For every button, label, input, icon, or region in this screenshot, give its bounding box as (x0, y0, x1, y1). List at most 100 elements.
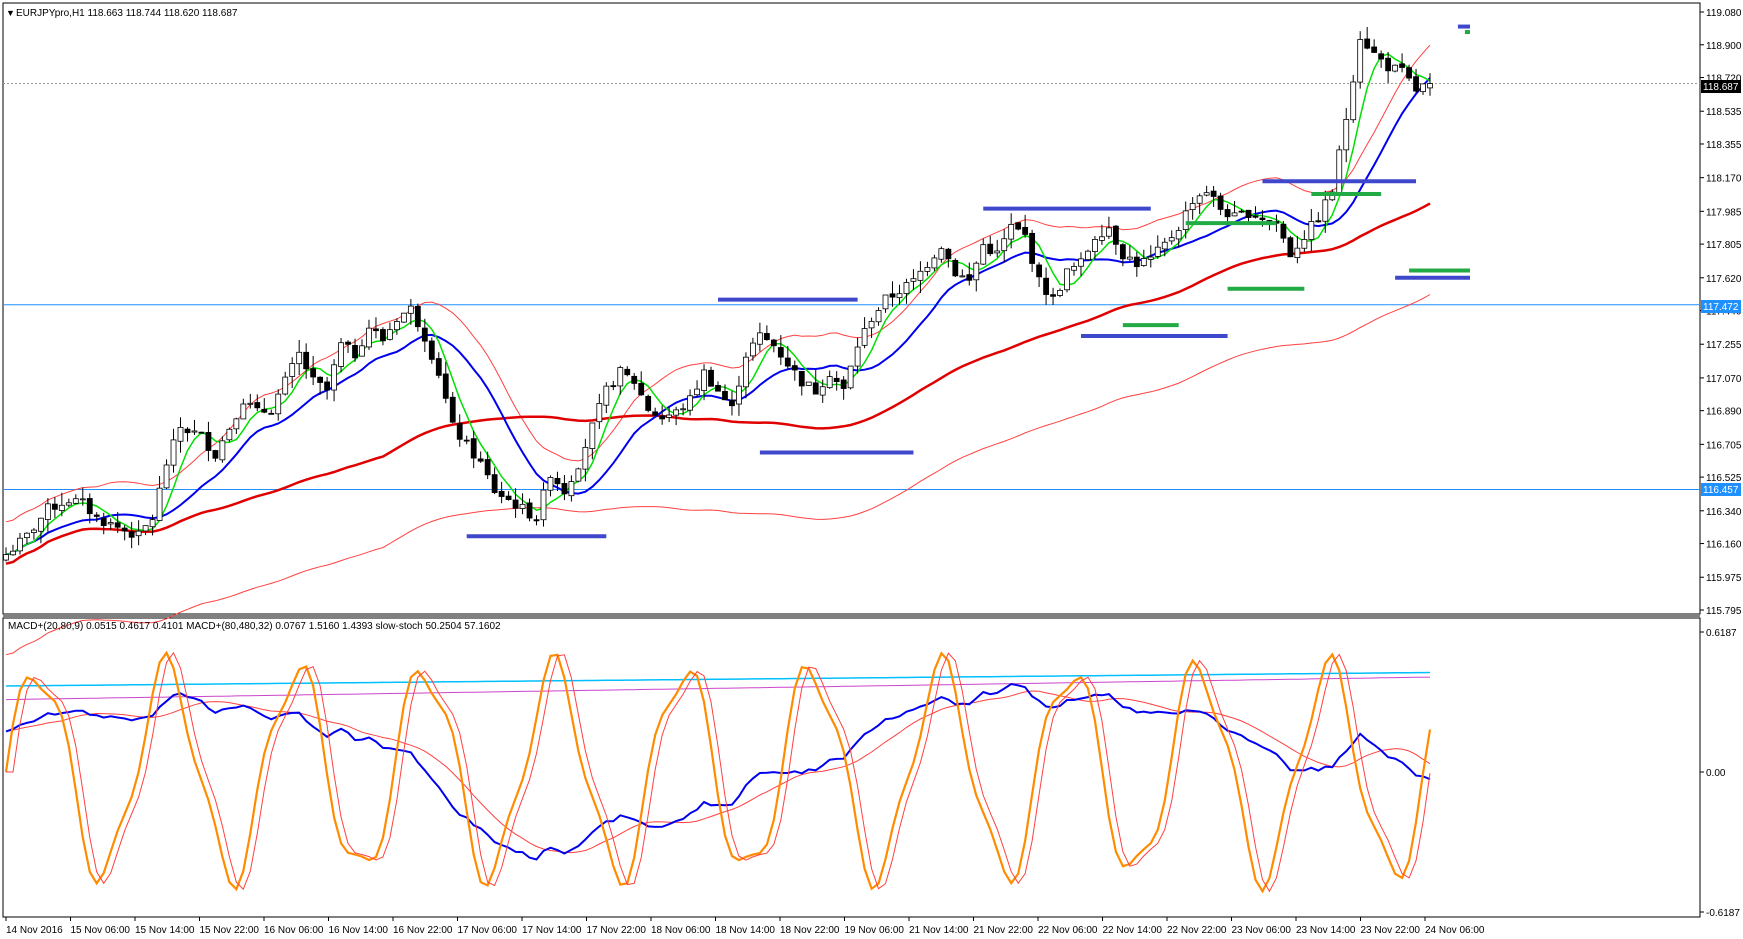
slow-ma-line (5, 202, 1431, 565)
candle-body (1378, 53, 1385, 60)
candle-body (756, 332, 763, 345)
indicator-panel[interactable] (2, 617, 1701, 918)
candle-body (296, 351, 303, 365)
candle-body (261, 408, 268, 413)
candle-body (282, 376, 289, 395)
candle-body (861, 328, 868, 346)
candle-body (498, 490, 505, 497)
candle-body (561, 483, 568, 495)
candle-body (1078, 258, 1084, 267)
candle-body (212, 450, 219, 459)
candle-body (233, 418, 240, 430)
support-resistance-lines[interactable] (466, 24, 1470, 539)
candle-body (79, 498, 86, 501)
candle-body (1336, 149, 1343, 194)
candle-body (1406, 67, 1412, 79)
indicator-tick-label: 0.00 (1706, 768, 1726, 779)
candle-body (1427, 83, 1433, 89)
candle-body (596, 403, 603, 423)
price-tick-label: 117.255 (1706, 340, 1742, 351)
candle-body (1008, 223, 1015, 240)
candle-body (380, 329, 386, 342)
price-panel[interactable] (2, 2, 1701, 615)
candle-body (1057, 289, 1063, 296)
candle-body (987, 243, 994, 255)
indicator-lines (4, 650, 1432, 894)
price-tick-label: 115.975 (1706, 573, 1742, 584)
candle-body (121, 527, 128, 532)
candle-body (1210, 190, 1217, 197)
candle-body (694, 388, 700, 396)
candle-body (1413, 76, 1419, 92)
candle-body (442, 373, 449, 399)
candle-body (484, 459, 491, 476)
candle-body (114, 522, 121, 528)
candle-body (31, 529, 37, 533)
time-tick-label: 23 Nov 14:00 (1296, 925, 1356, 936)
candle-body (352, 345, 358, 359)
candle-body (512, 499, 519, 509)
candle-body (847, 365, 854, 389)
candle-body (701, 369, 707, 391)
candle-body (142, 525, 149, 532)
candle-body (680, 408, 686, 411)
time-tick-label: 21 Nov 22:00 (974, 925, 1034, 936)
candle-body (763, 333, 770, 340)
candle-body (421, 327, 428, 342)
candle-body (959, 275, 966, 278)
candle-body (24, 532, 30, 539)
candle-body (980, 244, 987, 265)
candle-body (247, 402, 254, 405)
candle-body (387, 329, 393, 340)
candle-body (1371, 46, 1378, 53)
candle-body (603, 385, 610, 406)
candle-body (184, 428, 191, 434)
candle-body (1385, 57, 1392, 72)
candle-body (666, 414, 673, 418)
candle-body (1392, 64, 1398, 72)
price-tick-label: 115.795 (1706, 606, 1742, 617)
price-tick-label: 116.525 (1706, 473, 1742, 484)
candle-body (317, 376, 324, 383)
time-tick-label: 17 Nov 22:00 (587, 925, 647, 936)
price-tick-label: 116.160 (1706, 540, 1742, 551)
candle-body (1231, 212, 1238, 217)
time-tick-label: 23 Nov 22:00 (1361, 925, 1421, 936)
candle-body (1245, 209, 1252, 218)
time-tick-label: 22 Nov 06:00 (1038, 925, 1098, 936)
candle-body (519, 503, 526, 509)
candle-body (65, 502, 72, 506)
candle-body (868, 320, 875, 329)
candle-body (254, 402, 261, 409)
candle-body (784, 357, 791, 367)
candle-body (58, 504, 65, 511)
symbol-dropdown-icon[interactable]: ▼ (6, 8, 15, 18)
level-tag-1: 117.472 (1703, 302, 1739, 313)
candle-body (1189, 203, 1196, 210)
candle-body (833, 377, 840, 382)
candle-body (240, 403, 247, 420)
candle-body (589, 422, 596, 449)
candle-body (414, 306, 421, 328)
candle-body (652, 411, 659, 416)
candle-body (477, 458, 484, 462)
candle-body (289, 363, 296, 377)
candle-body (491, 474, 498, 493)
candle-body (38, 517, 44, 532)
stoch-line (4, 650, 1432, 894)
candle-body (1203, 192, 1210, 196)
price-tick-label: 118.535 (1706, 107, 1742, 118)
candle-body (17, 537, 23, 552)
time-tick-label: 21 Nov 14:00 (909, 925, 969, 936)
time-tick-label: 23 Nov 06:00 (1232, 925, 1292, 936)
candle-body (973, 262, 980, 281)
price-tick-label: 116.340 (1706, 507, 1742, 518)
candle-body (338, 342, 344, 367)
horizontal-levels[interactable] (3, 83, 1700, 490)
price-tick-label: 118.170 (1706, 174, 1742, 185)
candle-body (275, 393, 282, 415)
candle-body (463, 439, 470, 442)
price-tick-label: 117.620 (1706, 274, 1742, 285)
candle-body (1252, 215, 1259, 218)
candle-body (205, 432, 212, 451)
